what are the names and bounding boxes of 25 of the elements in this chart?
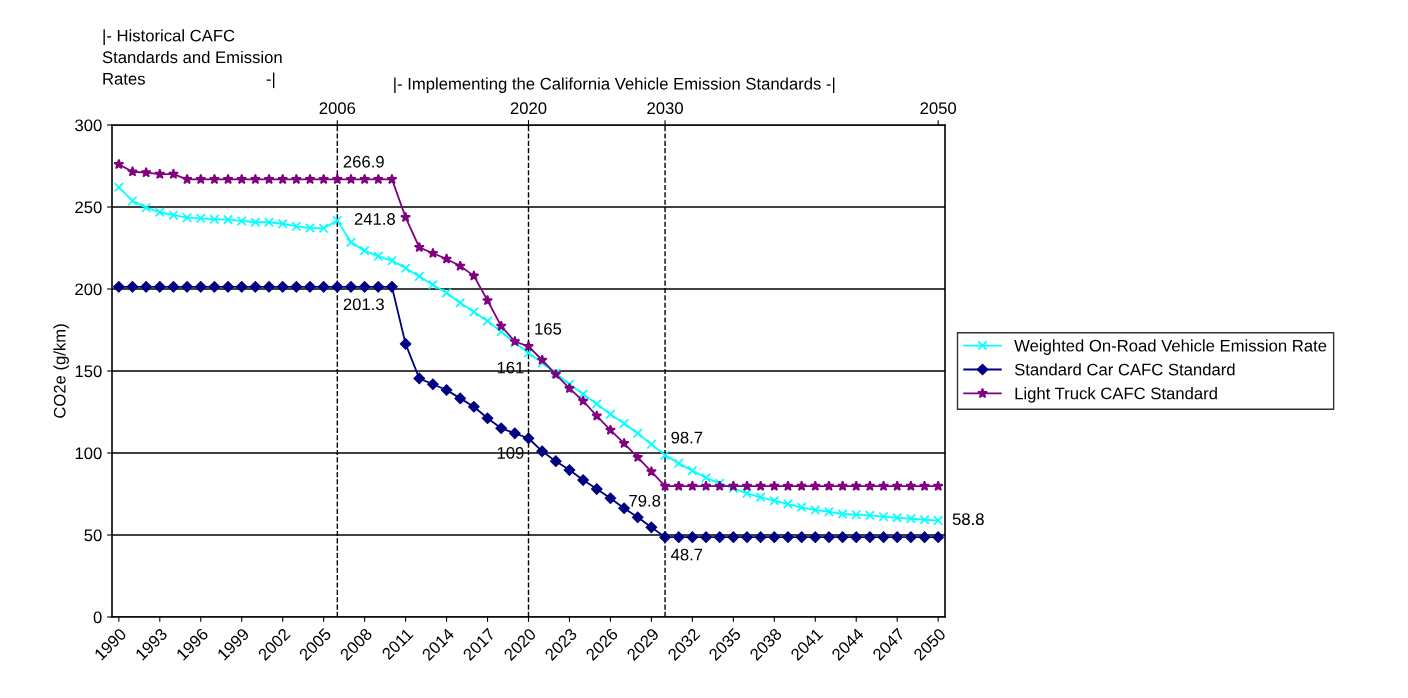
- x2-tick-label: 2020: [510, 102, 547, 115]
- y-tick-label: 200: [75, 283, 102, 296]
- y-tick-label: 250: [75, 201, 102, 214]
- y-tick-label: 100: [75, 447, 102, 460]
- y-axis-title: CO2e (g/km): [53, 324, 69, 418]
- x2-tick-label: 2030: [647, 102, 683, 115]
- annotation: 241.8: [354, 213, 395, 225]
- text: |- Historical CAFC Standards and Emission Rates -|: [102, 29, 282, 89]
- annotation: 98.7: [671, 431, 703, 444]
- x2-tick-label: 2006: [319, 102, 356, 115]
- x2-tick-label: 2050: [920, 102, 957, 115]
- y-tick-label: 50: [84, 529, 102, 542]
- y-tick-label: 300: [75, 119, 102, 132]
- legend-label: Weighted On-Road Vehicle Emission Rate: [1014, 339, 1327, 355]
- y-tick-label: 150: [75, 365, 102, 378]
- annotation: 266.9: [343, 155, 384, 168]
- legend-label: Light Truck CAFC Standard: [1015, 387, 1217, 403]
- annotation: 79.8: [629, 494, 661, 507]
- text: |- Implementing the California Vehicle Emission Standards -|: [394, 77, 835, 94]
- annotation: 201.3: [343, 298, 384, 311]
- annotation: 165: [535, 322, 562, 335]
- legend-label: Standard Car CAFC Standard: [1014, 363, 1235, 376]
- y-tick-label: 0: [93, 611, 102, 624]
- annotation: 58.8: [952, 513, 984, 526]
- annotation: 48.7: [671, 548, 703, 561]
